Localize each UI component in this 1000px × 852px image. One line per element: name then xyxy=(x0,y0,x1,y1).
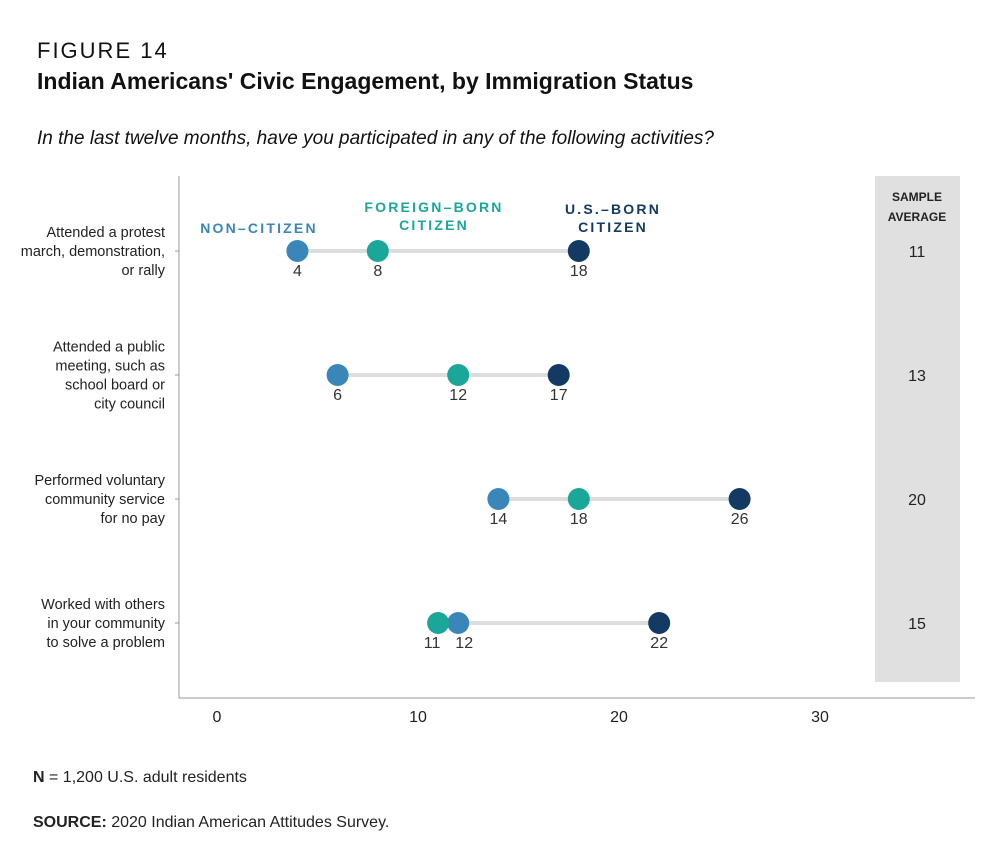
data-label: 18 xyxy=(570,511,588,528)
sample-average-header: SAMPLE AVERAGE xyxy=(888,190,946,224)
data-label: 14 xyxy=(490,511,508,528)
data-point xyxy=(366,240,389,262)
sample-average-value: 13 xyxy=(908,368,926,385)
sample-average-value: 15 xyxy=(908,616,926,633)
data-point xyxy=(728,488,751,510)
data-point xyxy=(447,364,470,386)
sample-size-label: N xyxy=(33,769,45,786)
data-label: 6 xyxy=(333,387,342,404)
chart-subtitle: In the last twelve months, have you part… xyxy=(37,128,714,149)
data-label: 8 xyxy=(373,263,382,280)
data-point xyxy=(547,364,570,386)
x-tick-label: 0 xyxy=(213,709,222,726)
data-label: 17 xyxy=(550,387,568,404)
data-label: 4 xyxy=(293,263,302,280)
data-point xyxy=(427,612,450,634)
sample-size-text: = 1,200 U.S. adult residents xyxy=(44,769,247,786)
sample-average-value: 11 xyxy=(909,244,926,261)
data-label: 18 xyxy=(570,263,588,280)
series-label: FOREIGN–BORN CITIZEN xyxy=(364,199,503,233)
data-point xyxy=(447,612,470,634)
x-tick-label: 30 xyxy=(811,709,829,726)
category-label: Attended a public meeting, such as school … xyxy=(53,340,165,413)
data-point xyxy=(567,488,590,510)
category-label: Attended a protest march, demonstration, o… xyxy=(21,225,166,279)
source-text: 2020 Indian American Attitudes Survey. xyxy=(106,814,390,831)
data-label: 11 xyxy=(424,635,441,652)
category-label: Worked with others in your community to so… xyxy=(41,597,166,651)
dot-range-chart: 0 10 20 30 Attended a protest march, demonstr… xyxy=(21,176,975,726)
sample-size-note: N = 1,200 U.S. adult residents xyxy=(33,769,247,787)
data-label: 12 xyxy=(455,635,473,652)
data-label: 26 xyxy=(731,511,749,528)
data-point xyxy=(286,240,309,262)
sample-average-value: 20 xyxy=(908,492,926,509)
data-label: 22 xyxy=(650,635,668,652)
data-label: 12 xyxy=(449,387,467,404)
data-point xyxy=(567,240,590,262)
series-label: U.S.–BORN CITIZEN xyxy=(565,201,661,235)
data-point xyxy=(487,488,510,510)
x-tick-label: 20 xyxy=(610,709,628,726)
series-label: NON–CITIZEN xyxy=(200,220,318,236)
x-tick-label: 10 xyxy=(409,709,427,726)
chart-title: Indian Americans' Civic Engagement, by I… xyxy=(37,68,694,94)
figure-label: FIGURE 14 xyxy=(37,38,169,63)
source-label: SOURCE: xyxy=(33,814,107,831)
data-point xyxy=(326,364,349,386)
sample-average-panel xyxy=(875,176,960,682)
data-point xyxy=(648,612,671,634)
category-label: Performed voluntary community service for … xyxy=(34,473,165,527)
source-note: SOURCE: 2020 Indian American Attitudes S… xyxy=(33,814,389,832)
